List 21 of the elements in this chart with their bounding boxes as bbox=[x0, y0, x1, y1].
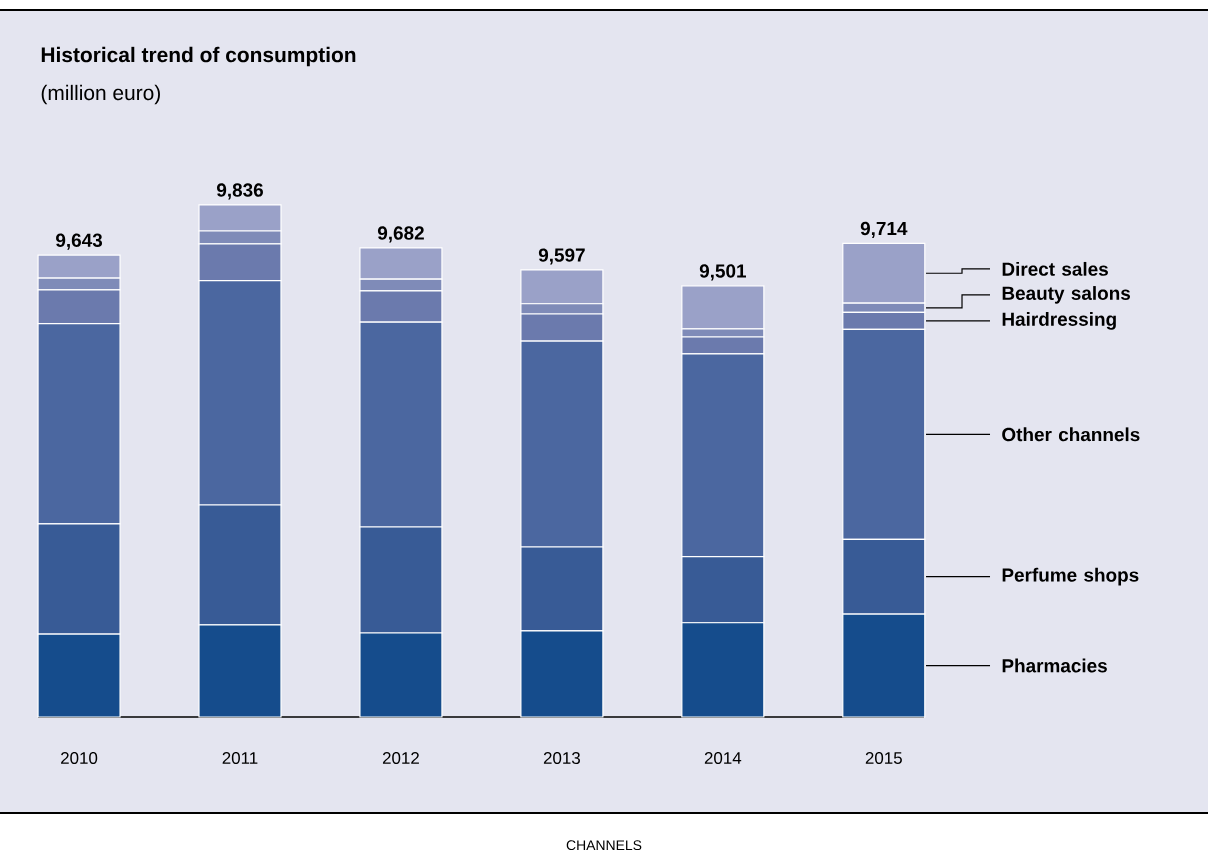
text: Hairdressing bbox=[1002, 312, 1116, 330]
annotation: 9,643 bbox=[56, 233, 103, 250]
text: Direct sales bbox=[1002, 261, 1108, 276]
x-tick-label: 2013 bbox=[543, 752, 580, 765]
annotation: 9,682 bbox=[377, 226, 424, 243]
text: Pharmacies bbox=[1002, 658, 1107, 673]
x-tick-label: 2014 bbox=[704, 752, 742, 765]
annotation: 9,501 bbox=[699, 264, 746, 281]
text: Beauty salons bbox=[1002, 286, 1131, 304]
x-tick-label: 2010 bbox=[61, 752, 98, 765]
text: Other channels bbox=[1002, 427, 1140, 442]
x-tick-label: 2015 bbox=[865, 752, 902, 765]
text: Perfume shops bbox=[1002, 567, 1139, 586]
x-tick-label: 2011 bbox=[222, 752, 258, 765]
text: 9,836 bbox=[216, 183, 263, 200]
annotation: 9,597 bbox=[538, 248, 585, 265]
annotation: 9,714 bbox=[860, 221, 908, 238]
chart-subtitle: (million euro) bbox=[41, 84, 160, 105]
text: CHANNELS bbox=[566, 840, 642, 851]
x-tick-label: 2012 bbox=[382, 752, 419, 765]
chart-title: Historical trend of consumption bbox=[41, 46, 356, 67]
